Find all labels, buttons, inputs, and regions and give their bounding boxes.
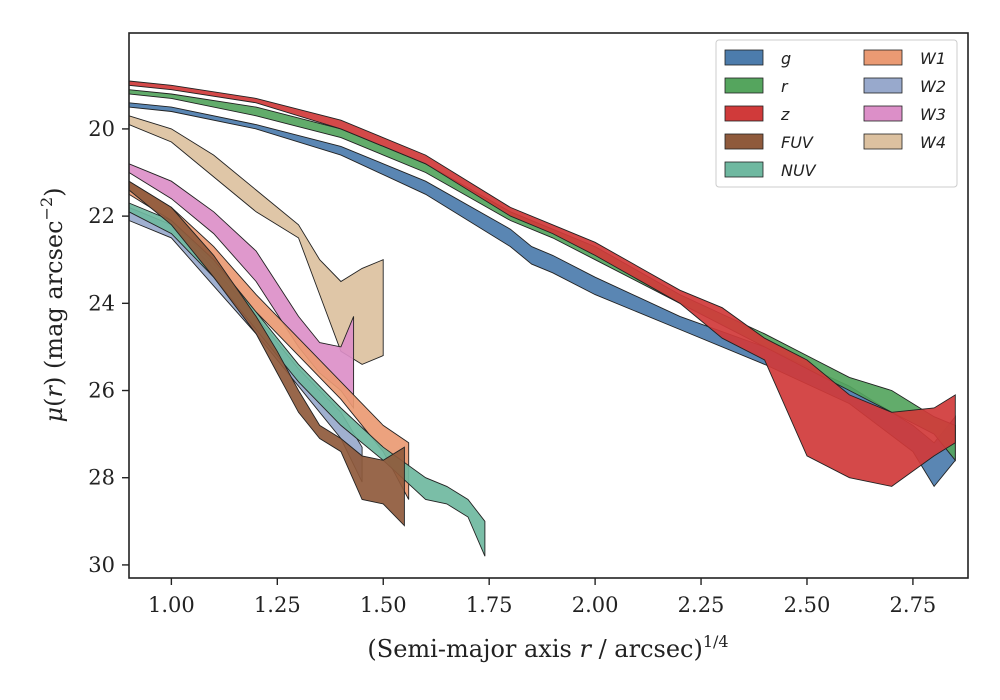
legend-swatch-w3 [863, 105, 903, 122]
x-tick-label: 2.25 [678, 593, 725, 617]
x-tick-label: 1.75 [466, 593, 513, 617]
legend-label-z: z [780, 105, 790, 124]
x-axis-label: (Semi-major axis r / arcsec)1/4 [367, 632, 728, 663]
y-axis-label: μ(r) (mag arcsec−2) [37, 187, 68, 422]
legend-label-w3: W3 [920, 105, 946, 124]
x-tick-label: 2.50 [784, 593, 831, 617]
legend-swatch-w2 [863, 77, 903, 94]
x-tick-label: 2.75 [890, 593, 937, 617]
y-tick-label: 28 [88, 466, 115, 490]
plot-frame [128, 32, 969, 579]
x-tick-label: 2.00 [572, 593, 619, 617]
legend-label-fuv: FUV [781, 133, 814, 152]
legend-label-nuv: NUV [781, 161, 817, 180]
legend-swatch-w1 [863, 49, 903, 66]
legend-label-r: r [781, 77, 789, 96]
y-tick-label: 30 [88, 553, 115, 577]
legend-swatch-g [724, 49, 764, 66]
legend-box [715, 39, 958, 188]
legend-swatch-z [724, 105, 764, 122]
x-tick-label: 1.00 [148, 593, 195, 617]
legend-swatch-w4 [863, 133, 903, 150]
x-tick-label: 1.50 [360, 593, 407, 617]
x-axis: 1.00 1.25 1.50 1.75 2.00 2.25 2.50 2.75 [148, 578, 936, 617]
legend-swatch-fuv [724, 133, 764, 150]
series-band-fuv [128, 180, 405, 527]
y-tick-label: 22 [88, 204, 115, 228]
series-bands [128, 80, 956, 557]
legend-label-w2: W2 [920, 77, 946, 96]
y-axis: 20 22 24 26 28 30 [88, 117, 129, 577]
series-band-w4 [128, 115, 384, 365]
y-tick-label: 20 [88, 117, 115, 141]
x-tick-label: 1.25 [254, 593, 301, 617]
legend: grz FUV NUV W1 W2 W3 W4 [715, 39, 958, 188]
legend-swatch-nuv [724, 161, 764, 178]
y-tick-label: 24 [88, 291, 115, 315]
series-band-z [128, 80, 956, 487]
legend-label-w1: W1 [920, 49, 946, 68]
legend-label-g: g [781, 49, 791, 68]
y-tick-label: 26 [88, 379, 115, 403]
legend-label-w4: W4 [920, 133, 946, 152]
legend-swatch-r [724, 77, 764, 94]
